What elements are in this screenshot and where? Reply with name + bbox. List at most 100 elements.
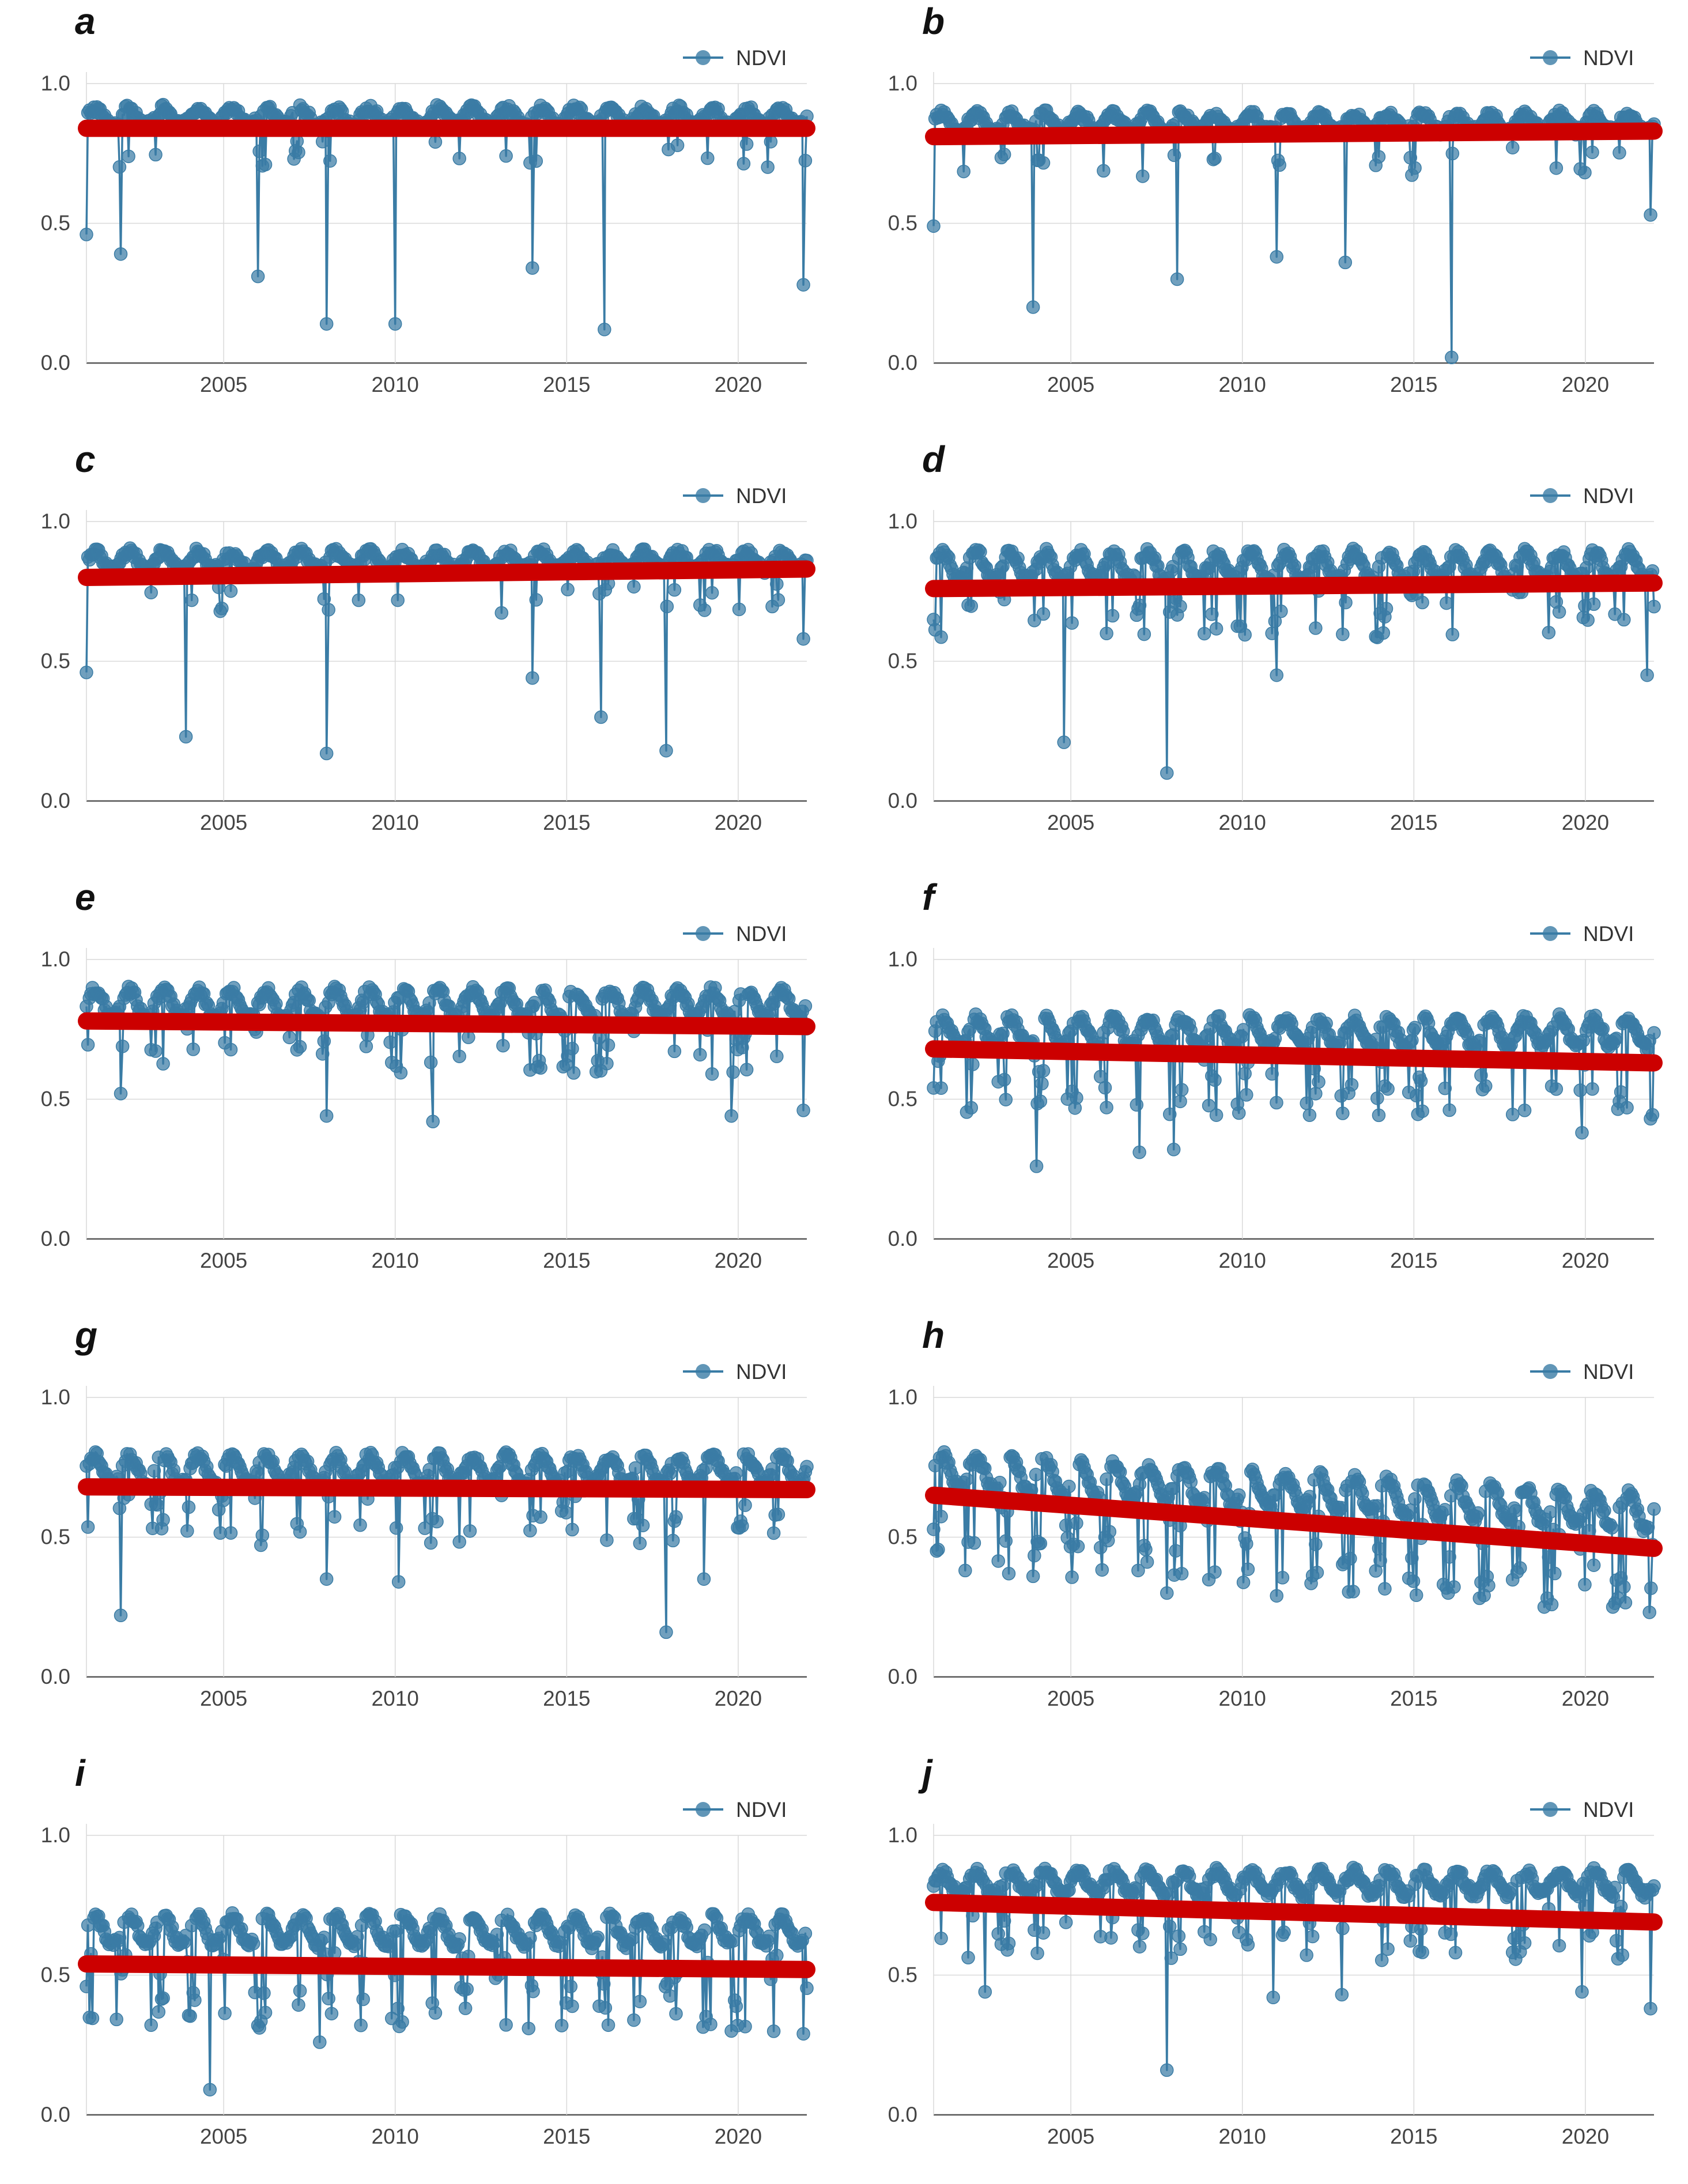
ndvi-point <box>1617 613 1631 627</box>
legend: NDVI <box>1530 46 1634 70</box>
ndvi-point <box>215 602 229 615</box>
ndvi-point <box>601 2018 615 2032</box>
chart-panel-g: g 0.0 0.5 1.0 2005 2010 2015 2020 NDVI <box>0 1314 841 1746</box>
ndvi-point <box>1202 1098 1216 1113</box>
ndvi-point <box>627 580 641 594</box>
ndvi-point <box>798 999 813 1013</box>
ndvi-point <box>527 996 542 1010</box>
ndvi-point <box>258 157 273 172</box>
ndvi-point <box>1440 596 1453 610</box>
ndvi-point <box>1026 300 1040 314</box>
ndvi-point <box>1370 1091 1384 1105</box>
ndvi-point <box>1241 1562 1255 1576</box>
legend: NDVI <box>1530 922 1634 946</box>
x-tick-label: 2005 <box>1047 1687 1094 1710</box>
x-tick-label: 2015 <box>1390 373 1437 396</box>
panel-label: b <box>922 1 945 42</box>
ndvi-point <box>529 154 543 168</box>
ndvi-point <box>186 1042 201 1056</box>
ndvi-point <box>1339 595 1353 610</box>
panel-label: i <box>75 1752 85 1794</box>
ndvi-point <box>800 1981 814 1996</box>
ndvi-point <box>1403 1934 1417 1948</box>
ndvi-point <box>1644 208 1657 222</box>
y-tick-label: 0.0 <box>41 2103 70 2126</box>
ndvi-point <box>1160 1586 1174 1600</box>
ndvi-point <box>761 160 775 174</box>
ndvi-point <box>257 1986 271 2000</box>
ndvi-point <box>1175 1567 1189 1581</box>
y-tick-label: 0.5 <box>888 649 917 673</box>
ndvi-point <box>693 1048 707 1062</box>
y-tick-label: 0.5 <box>41 211 70 235</box>
ndvi-point <box>1209 622 1223 636</box>
ndvi-point <box>203 2083 217 2097</box>
ndvi-point <box>462 1030 475 1044</box>
ndvi-point <box>179 1929 192 1943</box>
ndvi-point <box>667 583 682 597</box>
ndvi-point <box>147 1464 161 1478</box>
ndvi-point <box>997 148 1011 161</box>
ndvi-point <box>522 2021 535 2035</box>
ndvi-point <box>796 2027 810 2041</box>
ndvi-point <box>1065 616 1079 630</box>
chart-panel-f: f 0.0 0.5 1.0 2005 2010 2015 2020 NDVI <box>847 876 1688 1308</box>
ndvi-point <box>327 1510 342 1524</box>
ndvi-point <box>1415 1104 1429 1119</box>
ndvi-point <box>735 1519 749 1533</box>
x-tick-label: 2005 <box>1047 2125 1094 2148</box>
ndvi-point <box>1445 350 1459 365</box>
ndvi-point <box>1132 1940 1147 1953</box>
panel-label: a <box>75 1 96 42</box>
y-tick-label: 0.0 <box>888 789 917 813</box>
ndvi-point <box>1139 1543 1153 1556</box>
ndvi-point <box>1617 1580 1631 1594</box>
ndvi-point <box>766 1526 781 1540</box>
x-tick-label: 2005 <box>1047 373 1094 396</box>
ndvi-point <box>1310 1566 1324 1580</box>
ndvi-point <box>1036 607 1051 621</box>
ndvi-point <box>1376 626 1391 640</box>
ndvi-point <box>81 1520 95 1534</box>
ndvi-point <box>1160 766 1174 780</box>
ndvi-point <box>1059 1915 1073 1929</box>
ndvi-point <box>1302 1490 1317 1503</box>
ndvi-series-line <box>932 109 1655 359</box>
ndvi-point <box>565 1041 579 1056</box>
ndvi-point <box>1642 1605 1656 1619</box>
ndvi-point <box>1208 1565 1222 1579</box>
y-tick-label: 0.0 <box>888 351 917 375</box>
ndvi-point <box>1373 1554 1387 1567</box>
ndvi-point <box>1097 164 1111 178</box>
x-tick-label: 2010 <box>372 373 419 396</box>
ndvi-point <box>628 1461 643 1475</box>
ndvi-point <box>996 1026 1010 1041</box>
ndvi-point <box>633 1994 647 2009</box>
ndvi-point <box>359 1040 373 1053</box>
y-tick-label: 0.5 <box>888 1087 917 1111</box>
ndvi-point <box>356 1992 370 2007</box>
y-tick-label: 0.5 <box>41 1963 70 1987</box>
ndvi-point <box>957 164 970 179</box>
ndvi-point <box>697 603 712 617</box>
trend-line <box>925 574 1663 598</box>
ndvi-point <box>319 317 334 331</box>
ndvi-point <box>149 148 163 162</box>
x-tick-label: 2020 <box>715 1249 762 1272</box>
ndvi-point <box>1035 1076 1049 1091</box>
ndvi-point <box>150 1498 164 1512</box>
panel-label: f <box>922 876 935 918</box>
ndvi-point <box>927 1522 941 1536</box>
ndvi-point <box>934 1931 948 1945</box>
ndvi-point <box>1161 1888 1175 1902</box>
ndvi-point <box>1236 1023 1251 1037</box>
ndvi-point <box>770 577 784 591</box>
ndvi-point <box>762 1929 776 1943</box>
ndvi-point <box>184 593 199 607</box>
ndvi-point <box>1644 1581 1658 1595</box>
panel-label: j <box>922 1752 932 1794</box>
ndvi-point <box>224 584 238 598</box>
